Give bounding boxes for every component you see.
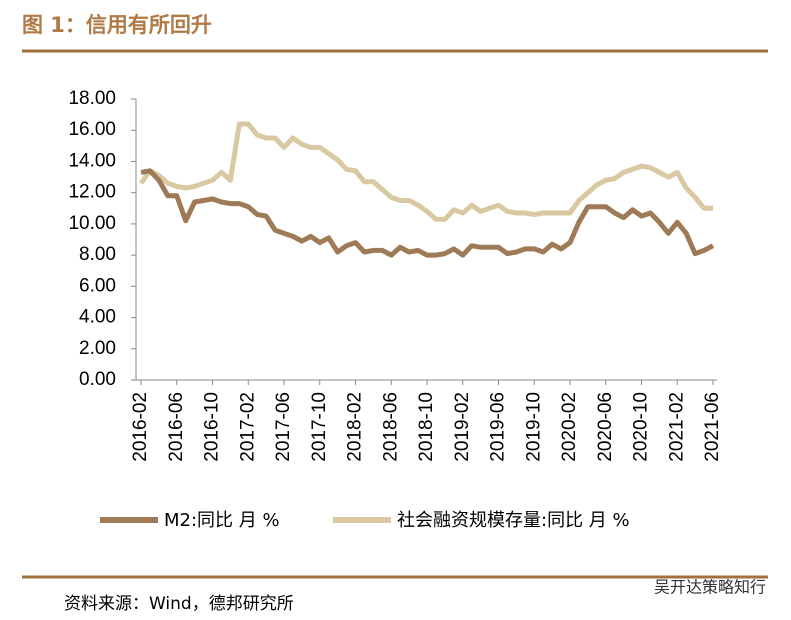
series-line (138, 121, 713, 222)
x-tick-label: 2018-06 (380, 392, 401, 462)
x-tick-label: 2018-02 (345, 392, 366, 462)
x-tick-label: 2021-02 (666, 392, 687, 462)
y-tick-label: 14.00 (68, 150, 116, 171)
x-tick-label: 2018-10 (416, 392, 437, 462)
legend-label: M2:同比 月 % (164, 510, 280, 531)
series-line (140, 168, 715, 258)
x-tick-label: 2016-02 (130, 392, 151, 462)
y-tick-label: 0.00 (79, 369, 116, 390)
x-tick-label: 2020-10 (631, 392, 652, 462)
legend-label: 社会融资规模存量:同比 月 % (397, 510, 630, 531)
x-tick-label: 2019-10 (523, 392, 544, 462)
x-tick-label: 2019-06 (488, 392, 509, 462)
x-tick-label: 2017-10 (309, 392, 330, 462)
watermark: 吴开达策略知行 (654, 578, 766, 597)
x-tick-label: 2017-06 (273, 392, 294, 462)
x-tick-label: 2016-06 (166, 392, 187, 462)
x-tick-label: 2021-06 (702, 392, 723, 462)
y-tick-label: 2.00 (79, 338, 116, 359)
x-tick-label: 2016-10 (202, 392, 223, 462)
x-tick-label: 2020-02 (559, 392, 580, 462)
y-tick-label: 8.00 (79, 244, 116, 265)
y-tick-label: 4.00 (79, 307, 116, 328)
y-tick-label: 10.00 (68, 213, 116, 234)
x-tick-label: 2020-06 (595, 392, 616, 462)
y-tick-label: 12.00 (68, 182, 116, 203)
x-tick-label: 2019-02 (452, 392, 473, 462)
source-note: 资料来源：Wind，德邦研究所 (64, 594, 294, 614)
x-tick-label: 2017-02 (237, 392, 258, 462)
y-tick-label: 18.00 (68, 88, 116, 109)
y-tick-label: 16.00 (68, 119, 116, 140)
y-tick-label: 6.00 (79, 275, 116, 296)
figure-title: 图 1：信用有所回升 (22, 13, 212, 37)
